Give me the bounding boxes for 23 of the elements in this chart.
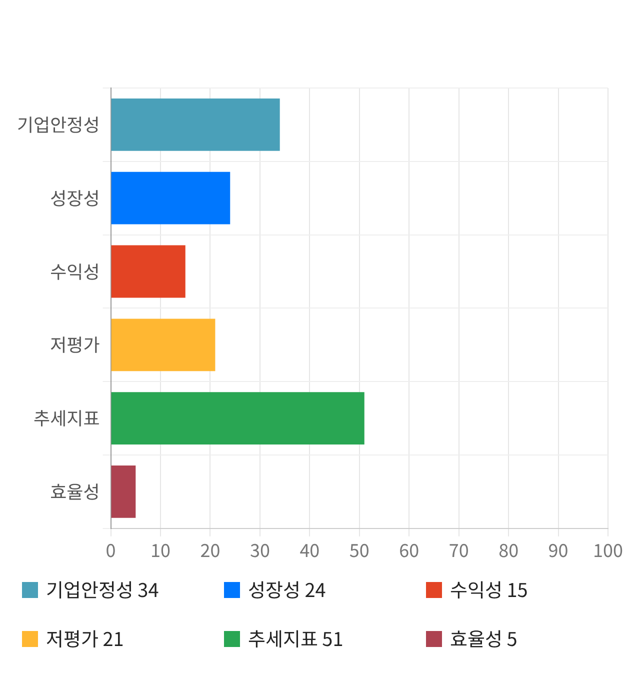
x-tick-label: 40 bbox=[300, 537, 320, 564]
x-tick-label: 0 bbox=[106, 537, 116, 564]
x-tick-label: 60 bbox=[399, 537, 420, 564]
legend-label: 성장성 24 bbox=[248, 576, 326, 603]
x-tick-label: 20 bbox=[200, 537, 220, 564]
x-tick-label: 90 bbox=[548, 537, 568, 564]
x-tick-label: 100 bbox=[593, 537, 623, 564]
x-tick-label: 50 bbox=[349, 537, 370, 564]
legend-label: 저평가 21 bbox=[46, 625, 124, 652]
x-tick-label: 70 bbox=[448, 537, 469, 564]
y-tick-label: 저평가 bbox=[50, 332, 100, 358]
legend-label: 기업안정성 34 bbox=[46, 576, 159, 603]
y-tick-label: 효율성 bbox=[50, 478, 100, 505]
y-tick-label: 성장성 bbox=[50, 184, 100, 211]
legend-label: 효율성 5 bbox=[450, 625, 518, 652]
x-tick-label: 80 bbox=[498, 537, 519, 564]
x-tick-label: 30 bbox=[250, 537, 270, 564]
y-tick-label: 기업안정성 bbox=[16, 112, 100, 138]
y-tick-label: 수익성 bbox=[50, 258, 100, 284]
legend-label: 추세지표 51 bbox=[248, 625, 344, 652]
y-tick-label: 추세지표 bbox=[34, 405, 100, 432]
legend-label: 수익성 15 bbox=[450, 576, 528, 603]
x-tick-label: 10 bbox=[150, 537, 171, 564]
